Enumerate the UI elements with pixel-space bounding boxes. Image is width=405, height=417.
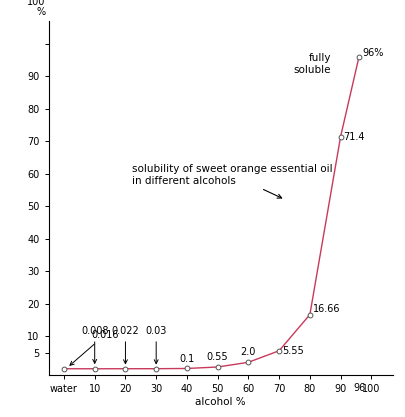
Point — [184, 365, 190, 372]
Text: 96%: 96% — [362, 48, 384, 58]
Text: 0.55: 0.55 — [207, 352, 228, 362]
Point — [61, 365, 67, 372]
Text: 100
%: 100 % — [27, 0, 45, 18]
Text: 0.03: 0.03 — [145, 326, 167, 364]
Text: 71.4: 71.4 — [344, 132, 365, 142]
Text: 5.55: 5.55 — [282, 346, 304, 356]
Point — [153, 365, 160, 372]
Text: 0.008: 0.008 — [81, 326, 109, 363]
X-axis label: alcohol %: alcohol % — [195, 397, 246, 407]
Text: solubility of sweet orange essential oil
in different alcohols: solubility of sweet orange essential oil… — [132, 164, 332, 198]
Point — [307, 311, 313, 318]
Text: 16.66: 16.66 — [313, 304, 341, 314]
Text: 0.016: 0.016 — [70, 329, 119, 365]
Point — [214, 364, 221, 370]
Text: 2.0: 2.0 — [241, 347, 256, 357]
Text: 0.1: 0.1 — [179, 354, 194, 364]
Point — [356, 53, 362, 60]
Text: 0.022: 0.022 — [111, 326, 139, 364]
Point — [122, 365, 129, 372]
Text: fully
soluble: fully soluble — [294, 53, 331, 75]
Text: 96: 96 — [353, 383, 365, 393]
Point — [245, 359, 252, 366]
Point — [92, 365, 98, 372]
Point — [276, 347, 282, 354]
Point — [337, 133, 344, 140]
